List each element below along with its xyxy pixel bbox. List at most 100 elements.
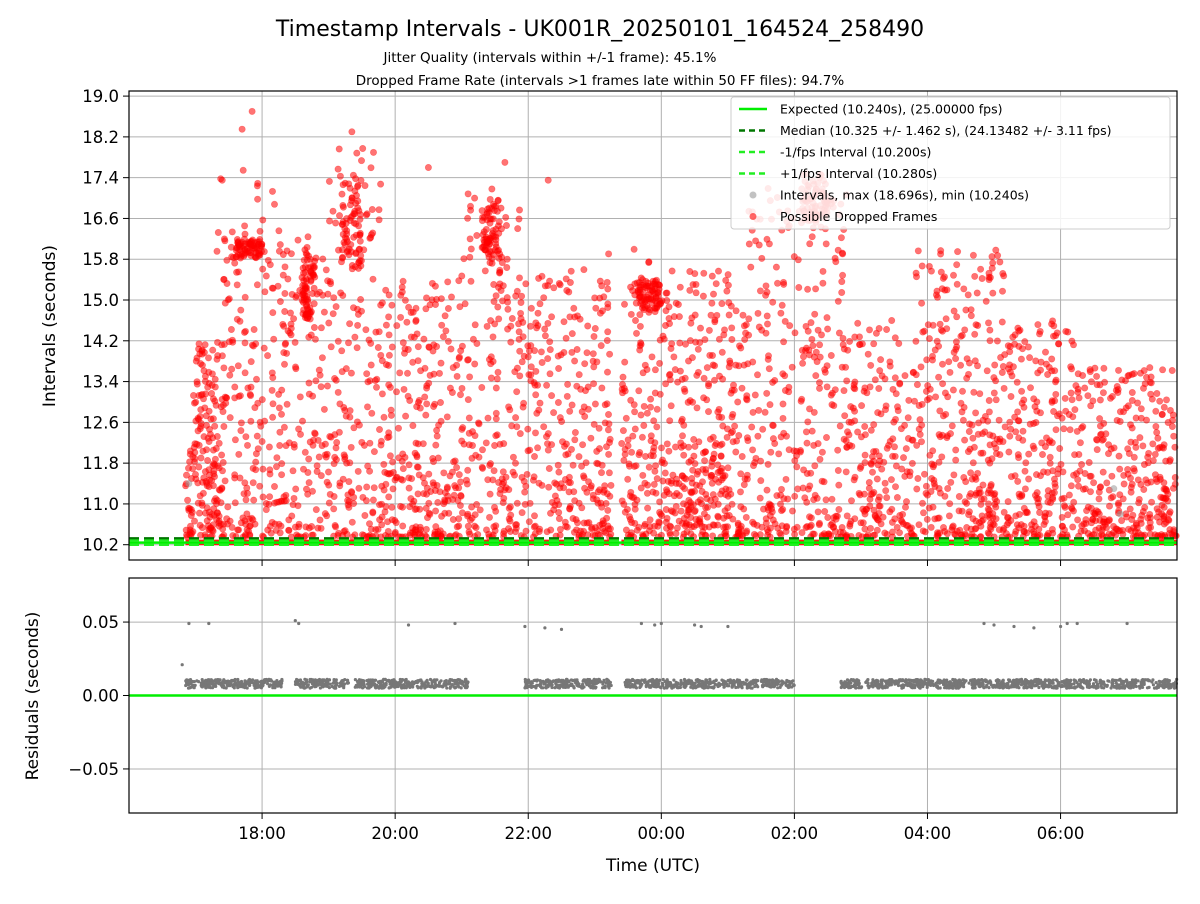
residual-point [665, 685, 668, 688]
interval-point [356, 246, 362, 252]
interval-point [935, 374, 941, 380]
interval-point [651, 481, 657, 487]
interval-point [962, 531, 968, 537]
interval-point [227, 414, 233, 420]
interval-point [811, 442, 817, 448]
interval-point [290, 316, 296, 322]
interval-point [910, 437, 916, 443]
interval-point [642, 480, 648, 486]
interval-point [906, 397, 912, 403]
residual-point [645, 685, 648, 688]
interval-point [986, 276, 992, 282]
interval-point [1056, 411, 1062, 417]
interval-point [764, 321, 770, 327]
interval-point [764, 390, 770, 396]
interval-point [919, 263, 925, 269]
residual-point [697, 680, 700, 683]
interval-point [582, 387, 588, 393]
residual-point [445, 686, 448, 689]
interval-point [1110, 523, 1116, 529]
interval-point [871, 341, 877, 347]
residual-point [737, 686, 740, 689]
interval-point [776, 451, 782, 457]
interval-point [739, 385, 745, 391]
interval-point [876, 385, 882, 391]
residual-point [216, 681, 219, 684]
interval-point [767, 401, 773, 407]
interval-point [241, 253, 247, 259]
residual-point [439, 685, 442, 688]
interval-point [999, 369, 1005, 375]
interval-point [400, 278, 406, 284]
interval-point [1069, 397, 1075, 403]
interval-point [829, 401, 835, 407]
interval-point [408, 334, 414, 340]
interval-point [652, 367, 658, 373]
interval-point [1053, 377, 1059, 383]
interval-point [266, 444, 272, 450]
interval-point [629, 494, 635, 500]
interval-point [533, 325, 539, 331]
interval-point [1094, 446, 1100, 452]
interval-point [756, 324, 762, 330]
interval-point [1018, 356, 1024, 362]
interval-point [349, 519, 355, 525]
interval-point [692, 312, 698, 318]
interval-point [598, 342, 604, 348]
interval-point [493, 523, 499, 529]
interval-point [345, 340, 351, 346]
interval-point [558, 352, 564, 358]
interval-point [1144, 480, 1150, 486]
interval-point [1157, 398, 1163, 404]
interval-point [716, 479, 722, 485]
interval-point [935, 343, 941, 349]
interval-point [300, 466, 306, 472]
interval-point [326, 482, 332, 488]
interval-point [685, 358, 691, 364]
interval-point [740, 312, 746, 318]
interval-point [974, 290, 980, 296]
interval-point [753, 455, 759, 461]
interval-point [355, 311, 361, 317]
interval-point [344, 497, 350, 503]
y-tick-label: 15.0 [82, 291, 119, 310]
interval-point [1014, 379, 1020, 385]
interval-point [1055, 341, 1061, 347]
interval-point [503, 214, 509, 220]
interval-point [678, 508, 684, 514]
interval-point [493, 433, 499, 439]
interval-point [592, 325, 598, 331]
interval-point [309, 488, 315, 494]
interval-point [438, 418, 444, 424]
y-tick-label: 15.8 [82, 250, 119, 269]
interval-point [1036, 526, 1042, 532]
interval-point [296, 521, 302, 527]
interval-point [809, 234, 815, 240]
interval-point [316, 454, 322, 460]
chart-title: Timestamp Intervals - UK001R_20250101_16… [275, 17, 924, 42]
interval-point [299, 291, 305, 297]
interval-point [666, 448, 672, 454]
residual-point [356, 680, 359, 683]
interval-point [438, 296, 444, 302]
interval-point [772, 377, 778, 383]
interval-point [680, 443, 686, 449]
interval-point [950, 272, 956, 278]
interval-point [889, 453, 895, 459]
interval-point [1167, 457, 1173, 463]
residual-point [448, 680, 451, 683]
interval-point [213, 445, 219, 451]
interval-point [733, 362, 739, 368]
interval-point [346, 321, 352, 327]
interval-point [1052, 480, 1058, 486]
interval-point [823, 241, 829, 247]
interval-point [1041, 521, 1047, 527]
interval-point [856, 334, 862, 340]
interval-point [454, 373, 460, 379]
interval-point [970, 460, 976, 466]
interval-point [252, 245, 258, 251]
interval-point [889, 519, 895, 525]
residual-point [605, 681, 608, 684]
interval-point [399, 504, 405, 510]
interval-point [668, 478, 674, 484]
